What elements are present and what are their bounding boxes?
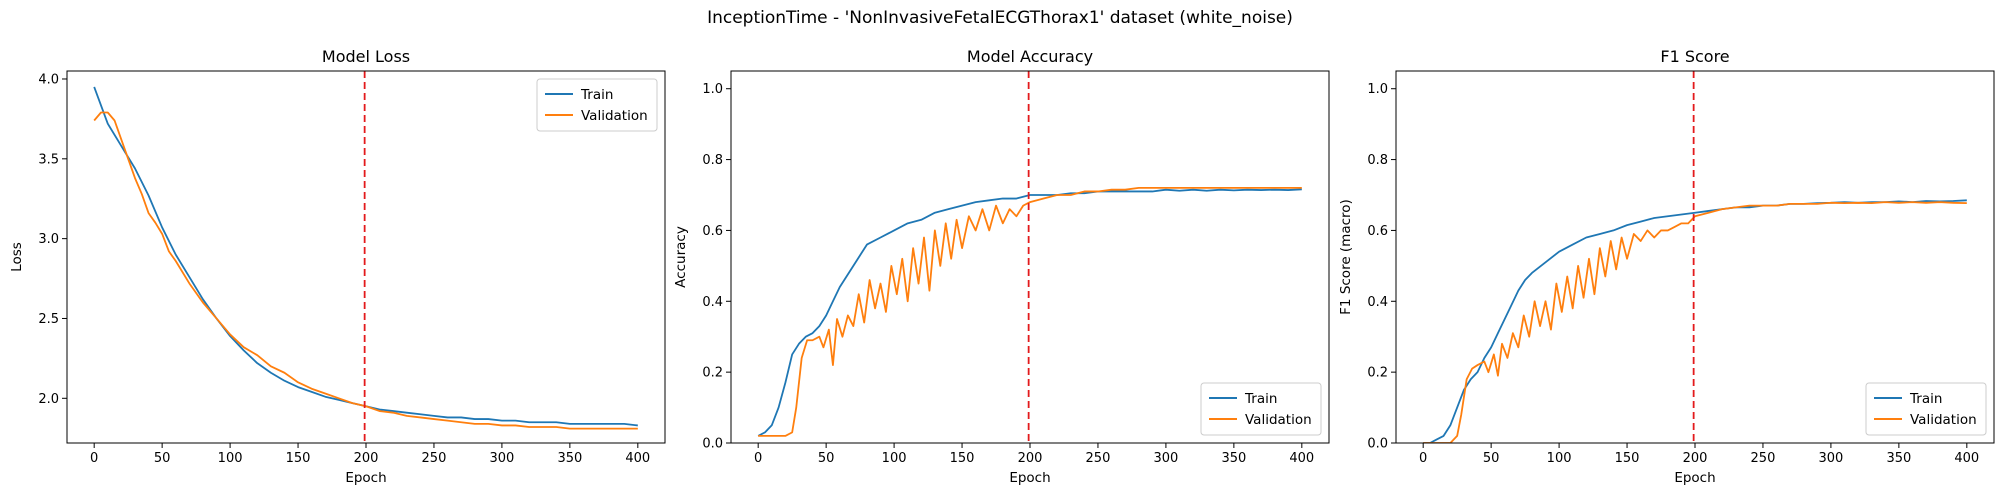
y-axis-label: Loss (9, 242, 25, 272)
legend-label-train: Train (1244, 391, 1277, 407)
x-axis-label: Epoch (1009, 470, 1050, 486)
x-axis-label: Epoch (1674, 470, 1715, 486)
x-tick-label: 250 (422, 451, 447, 466)
x-tick-label: 100 (882, 451, 907, 466)
y-tick-label: 0.6 (702, 224, 723, 239)
x-tick-label: 150 (950, 451, 975, 466)
x-tick-label: 300 (489, 451, 514, 466)
x-tick-label: 300 (1818, 451, 1843, 466)
legend-label-train: Train (1909, 391, 1942, 407)
legend: Train Validation (536, 78, 658, 132)
y-tick-label: 4.0 (38, 72, 59, 87)
x-tick-label: 200 (1683, 451, 1708, 466)
series-line-validation (758, 187, 1302, 437)
legend-box (1200, 382, 1322, 436)
x-tick-label: 250 (1751, 451, 1776, 466)
x-tick-label: 50 (1483, 451, 1500, 466)
x-tick-label: 0 (754, 451, 762, 466)
x-tick-label: 50 (818, 451, 835, 466)
chart-title: Model Loss (322, 47, 410, 66)
x-tick-label: 200 (354, 451, 379, 466)
x-tick-label: 400 (625, 451, 650, 466)
legend-label-train: Train (580, 87, 613, 103)
x-tick-label: 50 (154, 451, 171, 466)
x-tick-label: 350 (1221, 451, 1246, 466)
y-tick-label: 2.5 (38, 312, 59, 327)
y-axis-label: Accuracy (673, 226, 689, 288)
chart-2: 0 50 100 150 200 250 300 350 400 0.0 0.2 0.4 0.6 0.8 1… (673, 47, 1330, 486)
x-tick-label: 200 (1018, 451, 1043, 466)
x-tick-label: 100 (218, 451, 243, 466)
y-tick-label: 3.5 (38, 152, 59, 167)
y-tick-label: 3.0 (38, 232, 59, 247)
y-axis-label: F1 Score (macro) (1338, 199, 1354, 315)
y-tick-label: 0.4 (702, 295, 723, 310)
chart-1: 0 50 100 150 200 250 300 350 400 2.0 2.5 3.0 3.5 4.0 M… (9, 47, 666, 486)
x-axis-label: Epoch (345, 470, 386, 486)
series-line-validation (93, 111, 638, 430)
chart-3: 0 50 100 150 200 250 300 350 400 0.0 0.2 0.4 0.6 0.8 1… (1338, 47, 1995, 486)
legend-box (1865, 382, 1987, 436)
y-tick-label: 1.0 (1367, 82, 1388, 97)
legend: Train Validation (1865, 382, 1987, 436)
x-tick-label: 150 (286, 451, 311, 466)
y-tick-label: 0.2 (1367, 366, 1388, 381)
x-tick-label: 350 (557, 451, 582, 466)
y-tick-label: 0.4 (1367, 295, 1388, 310)
y-tick-label: 0.6 (1367, 224, 1388, 239)
legend-label-validation: Validation (1910, 412, 1977, 428)
x-tick-label: 0 (1419, 451, 1427, 466)
series-line-train (93, 86, 638, 427)
x-tick-label: 100 (1547, 451, 1572, 466)
legend-box (536, 78, 658, 132)
x-tick-label: 400 (1954, 451, 1979, 466)
series-line-validation (1423, 201, 1967, 443)
y-tick-label: 0.8 (702, 153, 723, 168)
x-tick-label: 400 (1289, 451, 1314, 466)
x-tick-label: 250 (1086, 451, 1111, 466)
y-tick-label: 0.0 (1367, 437, 1388, 452)
y-tick-label: 0.2 (702, 366, 723, 381)
chart-title: Model Accuracy (967, 47, 1093, 66)
y-tick-label: 1.0 (702, 82, 723, 97)
chart-title: F1 Score (1660, 47, 1729, 66)
y-tick-label: 0.8 (1367, 153, 1388, 168)
y-tick-label: 2.0 (38, 392, 59, 407)
figure-title: InceptionTime - 'NonInvasiveFetalECGThor… (707, 8, 1293, 28)
y-tick-label: 0.0 (702, 437, 723, 452)
legend-label-validation: Validation (1245, 412, 1312, 428)
x-tick-label: 0 (90, 451, 98, 466)
x-tick-label: 300 (1153, 451, 1178, 466)
x-tick-label: 350 (1886, 451, 1911, 466)
x-tick-label: 150 (1615, 451, 1640, 466)
series-line-train (757, 188, 1302, 437)
legend: Train Validation (1200, 382, 1322, 436)
legend-label-validation: Validation (581, 108, 648, 124)
